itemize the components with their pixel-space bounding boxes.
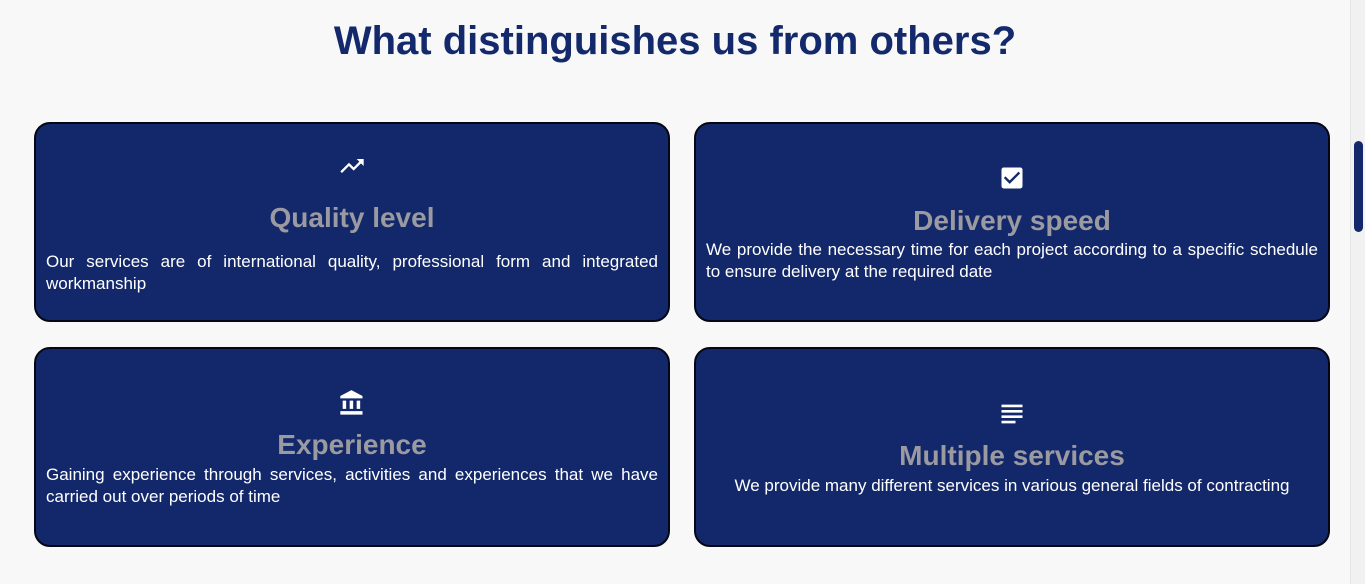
bank-icon [338,389,366,417]
card-text: Gaining experience through services, act… [46,465,658,506]
feature-card-quality: Quality level Our services are of intern… [34,122,670,322]
notes-icon [998,400,1026,428]
scrollbar-thumb[interactable] [1354,141,1363,232]
feature-card-multiple-services: Multiple services We provide many differ… [694,347,1330,547]
card-title: Multiple services [899,440,1125,471]
feature-card-delivery: Delivery speed We provide the necessary … [694,122,1330,322]
card-title: Delivery speed [913,205,1111,236]
section-title: What distinguishes us from others? [333,19,1017,63]
card-text: Our services are of international qualit… [46,252,658,293]
feature-card-experience: Experience Gaining experience through se… [34,347,670,547]
card-text: We provide many different services in va… [734,476,1290,495]
checkbox-checked-icon [998,164,1026,192]
card-title: Quality level [269,202,435,233]
card-title: Experience [277,429,427,460]
card-text: We provide the necessary time for each p… [706,240,1318,281]
trending-up-icon [338,152,366,180]
vertical-scrollbar[interactable] [1350,0,1365,584]
